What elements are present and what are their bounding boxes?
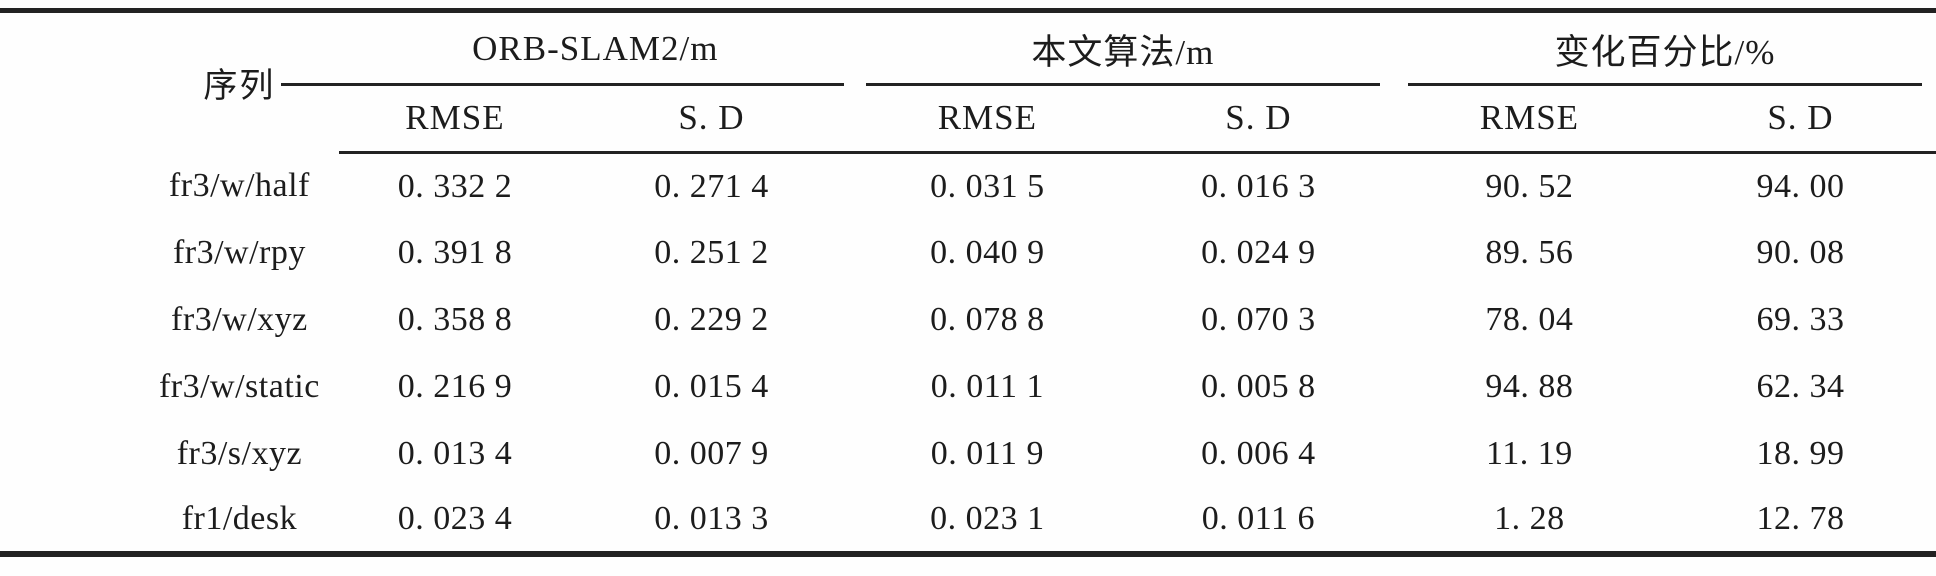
group-header-change-percent-label: 变化百分比/% <box>1554 32 1776 72</box>
cell: 0. 078 8 <box>930 300 1045 338</box>
group-rule-proposed <box>865 82 1380 86</box>
table-row: fr1/desk 0. 023 4 0. 013 3 0. 023 1 0. 0… <box>0 487 1936 557</box>
table-row: fr3/w/rpy 0. 391 8 0. 251 2 0. 040 9 0. … <box>0 219 1936 286</box>
cell: 11. 19 <box>1486 434 1573 472</box>
results-table: 序列 ORB-SLAM2/m 本文算法/m 变化百分比/% RMSE S. D … <box>0 8 1936 557</box>
table-row: fr3/w/xyz 0. 358 8 0. 229 2 0. 078 8 0. … <box>0 286 1936 353</box>
cell: 0. 023 4 <box>338 487 572 557</box>
cell: 94. 00 <box>1756 167 1845 205</box>
cell: 0. 006 4 <box>1201 434 1316 472</box>
cell: 0. 011 9 <box>930 434 1044 472</box>
cell: 1. 28 <box>1393 487 1665 557</box>
cell: 0. 216 9 <box>397 367 513 405</box>
cell: 0. 016 3 <box>1201 167 1316 205</box>
cell: 0. 031 5 <box>930 167 1045 205</box>
cell: 0. 070 3 <box>1201 300 1316 338</box>
table-row: fr3/s/xyz 0. 013 4 0. 007 9 0. 011 9 0. … <box>0 420 1936 487</box>
cell: 0. 011 6 <box>1122 487 1394 557</box>
group-rule-change-percent <box>1407 82 1922 86</box>
cell: 69. 33 <box>1756 300 1845 338</box>
table-row: fr3/w/static 0. 216 9 0. 015 4 0. 011 1 … <box>0 353 1936 420</box>
row-label: fr1/desk <box>0 487 339 557</box>
cell: 0. 391 8 <box>397 233 513 271</box>
subheader-change-sd: S. D <box>1664 85 1936 154</box>
row-label: fr3/s/xyz <box>176 434 303 472</box>
cell: 12. 78 <box>1664 487 1936 557</box>
cell: 78. 04 <box>1485 300 1574 338</box>
group-header-orb-slam2-label: ORB-SLAM2/m <box>472 29 719 69</box>
cell: 0. 358 8 <box>397 300 513 338</box>
cell: 0. 229 2 <box>654 300 769 338</box>
cell: 0. 007 9 <box>654 434 769 472</box>
cell: 0. 332 2 <box>397 167 513 205</box>
cell: 0. 005 8 <box>1201 367 1316 405</box>
cell: 0. 011 1 <box>930 367 1044 405</box>
cell: 62. 34 <box>1756 367 1845 405</box>
cell: 0. 024 9 <box>1201 233 1316 271</box>
cell: 0. 023 1 <box>851 487 1123 557</box>
subheader-orb-sd: S. D <box>571 85 852 154</box>
row-label: fr3/w/rpy <box>172 233 306 271</box>
cell: 0. 251 2 <box>654 233 769 271</box>
cell: 0. 271 4 <box>654 167 769 205</box>
subheader-proposed-rmse: RMSE <box>851 85 1123 154</box>
subheader-change-rmse: RMSE <box>1393 85 1665 154</box>
cell: 90. 52 <box>1485 167 1574 205</box>
cell: 94. 88 <box>1485 367 1574 405</box>
cell: 90. 08 <box>1756 233 1845 271</box>
col-header-sequence: 序列 <box>203 68 276 106</box>
row-label: fr3/w/static <box>158 367 320 405</box>
cell: 0. 013 3 <box>571 487 852 557</box>
sub-header-row: RMSE S. D RMSE S. D RMSE S. D <box>0 85 1936 154</box>
cell: 0. 015 4 <box>654 367 769 405</box>
subheader-orb-rmse: RMSE <box>338 85 572 154</box>
row-label: fr3/w/half <box>168 166 310 204</box>
group-header-orb-slam2: ORB-SLAM2/m <box>280 11 852 86</box>
subheader-proposed-sd: S. D <box>1122 85 1394 154</box>
group-rule-orb-slam2 <box>280 82 844 86</box>
table-row: fr3/w/half 0. 332 2 0. 271 4 0. 031 5 0.… <box>0 153 1936 220</box>
group-header-row: 序列 ORB-SLAM2/m 本文算法/m 变化百分比/% <box>0 11 1936 105</box>
cell: 0. 013 4 <box>397 434 513 472</box>
row-label: fr3/w/xyz <box>171 300 308 338</box>
cell: 0. 040 9 <box>930 233 1045 271</box>
cell: 89. 56 <box>1485 233 1574 271</box>
group-header-proposed-label: 本文算法/m <box>1031 32 1215 72</box>
group-header-proposed: 本文算法/m <box>852 11 1394 86</box>
group-header-change-percent: 变化百分比/% <box>1394 11 1936 86</box>
cell: 18. 99 <box>1756 434 1845 472</box>
